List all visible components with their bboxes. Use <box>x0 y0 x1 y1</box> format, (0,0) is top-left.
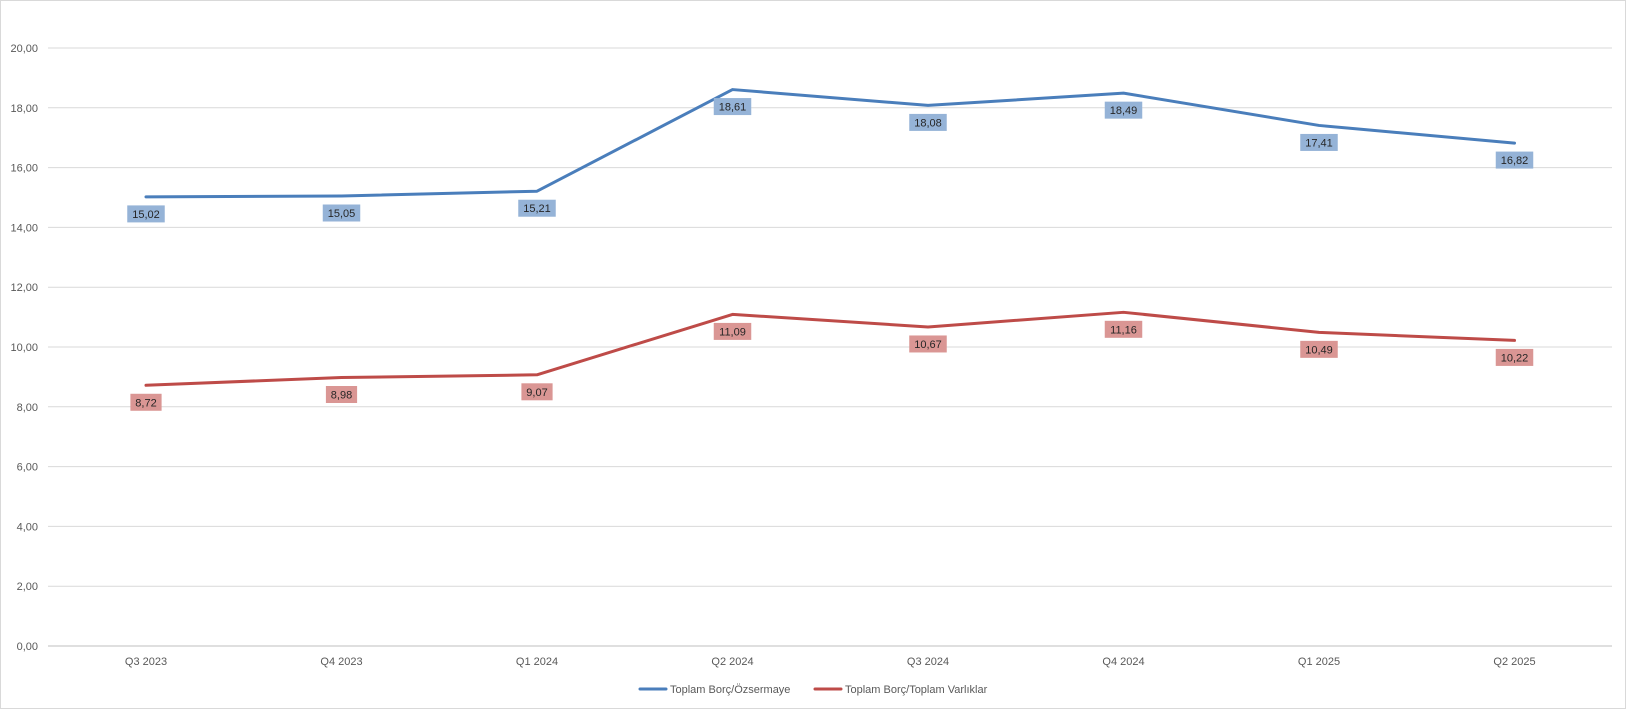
x-axis-ticks: Q3 2023 Q4 2023 Q1 2024 Q2 2024 Q3 2024 Q4 20… <box>125 656 1536 668</box>
data-label-bg <box>521 383 553 401</box>
y-tick-label: 10,00 <box>10 342 38 354</box>
y-tick-label: 20,00 <box>10 43 38 55</box>
legend-label-1: Toplam Borç/Özsermaye <box>670 684 790 696</box>
x-tick-label: Q2 2025 <box>1493 656 1535 668</box>
data-label: 9,07 <box>526 387 547 399</box>
data-label: 17,41 <box>1305 137 1333 149</box>
x-tick-label: Q1 2024 <box>516 656 558 668</box>
data-label: 10,49 <box>1305 344 1333 356</box>
data-label-bg <box>713 322 752 340</box>
data-label-bg <box>130 393 162 411</box>
data-label-bg <box>322 204 361 222</box>
y-tick-label: 18,00 <box>10 103 38 115</box>
gridlines <box>48 47 1612 647</box>
data-label: 11,09 <box>719 326 746 338</box>
data-label-bg <box>909 335 947 353</box>
data-label: 10,67 <box>914 339 942 351</box>
data-label-bg <box>1104 101 1143 119</box>
data-label-bg <box>127 205 165 223</box>
data-label-bg <box>1300 340 1338 358</box>
data-label-bg <box>325 385 358 403</box>
data-label: 11,16 <box>1110 324 1137 336</box>
x-tick-label: Q3 2023 <box>125 656 167 668</box>
data-label: 15,02 <box>132 209 160 221</box>
data-label: 16,82 <box>1501 155 1529 167</box>
y-tick-label: 2,00 <box>17 581 38 593</box>
x-tick-label: Q4 2023 <box>320 656 362 668</box>
y-tick-label: 0,00 <box>17 641 38 653</box>
data-label: 10,22 <box>1501 352 1529 364</box>
y-tick-label: 14,00 <box>10 222 38 234</box>
data-label-bg <box>909 113 947 131</box>
series-line-2 <box>144 310 1516 387</box>
data-labels: 15,02 15,05 15,21 18,61 18,08 18,49 17,41 16,82… <box>127 98 1534 411</box>
series-lines <box>144 88 1516 387</box>
data-label: 18,08 <box>914 117 942 129</box>
legend-label-2: Toplam Borç/Toplam Varlıklar <box>845 684 988 696</box>
data-label-bg <box>713 98 752 116</box>
y-tick-label: 6,00 <box>17 462 38 474</box>
data-label-bg <box>518 199 556 217</box>
x-tick-label: Q2 2024 <box>711 656 753 668</box>
data-label-bg <box>1495 151 1534 169</box>
data-label: 18,61 <box>719 102 747 114</box>
data-label-bg <box>1495 348 1534 366</box>
data-label-bg <box>1300 133 1338 151</box>
y-tick-label: 16,00 <box>10 163 38 175</box>
data-label: 18,49 <box>1110 105 1138 117</box>
x-tick-label: Q3 2024 <box>907 656 949 668</box>
data-label: 8,72 <box>135 397 156 409</box>
y-axis-ticks: 0,00 2,00 4,00 6,00 8,00 10,00 12,00 14,00 16,00… <box>10 43 38 653</box>
x-tick-label: Q4 2024 <box>1102 656 1144 668</box>
legend: Toplam Borç/Özsermaye Toplam Borç/Toplam … <box>638 684 988 696</box>
data-label-bg <box>1104 320 1143 338</box>
data-label: 8,98 <box>331 389 352 401</box>
data-label: 15,21 <box>523 203 551 215</box>
data-label: 15,05 <box>328 208 356 220</box>
y-tick-label: 4,00 <box>17 521 38 533</box>
y-tick-label: 8,00 <box>17 402 38 414</box>
y-tick-label: 12,00 <box>10 282 38 294</box>
series-line-1 <box>144 88 1516 199</box>
x-tick-label: Q1 2025 <box>1298 656 1340 668</box>
